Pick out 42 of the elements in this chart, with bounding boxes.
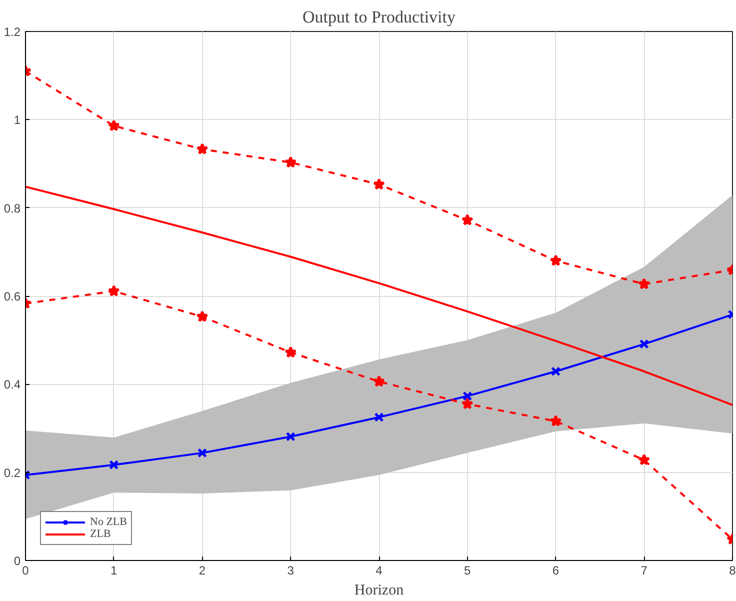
point bbox=[638, 454, 650, 466]
x-tick-label: 1 bbox=[110, 564, 118, 578]
point bbox=[284, 156, 297, 168]
x-tick-label: 6 bbox=[552, 564, 560, 578]
point bbox=[109, 460, 119, 470]
chart-title: Output to Productivity bbox=[302, 8, 456, 26]
legend-label: No ZLB bbox=[90, 516, 127, 528]
point bbox=[461, 214, 474, 226]
point bbox=[372, 375, 386, 387]
point bbox=[108, 120, 120, 132]
point bbox=[372, 178, 386, 190]
y-tick-label: 0.4 bbox=[4, 378, 21, 392]
point bbox=[639, 339, 649, 349]
x-axis-title: Horizon bbox=[354, 582, 404, 598]
point bbox=[374, 412, 384, 422]
point bbox=[284, 346, 297, 358]
point bbox=[196, 142, 208, 154]
x-tick-label: 0 bbox=[22, 564, 30, 578]
point bbox=[550, 254, 562, 266]
x-tick-label: 7 bbox=[640, 564, 648, 578]
y-tick-label: 0.8 bbox=[4, 201, 21, 216]
x-tick-label: 4 bbox=[376, 564, 383, 578]
y-tick-label: 0.6 bbox=[4, 290, 21, 304]
line-series bbox=[26, 186, 732, 406]
x-tick-label: 5 bbox=[464, 564, 472, 578]
x-tick-label: 2 bbox=[198, 564, 206, 578]
point bbox=[286, 432, 296, 442]
y-tick-label: 0 bbox=[14, 554, 21, 568]
x-tick-label: 3 bbox=[287, 564, 294, 578]
point bbox=[197, 448, 208, 458]
y-tick-label: 1 bbox=[14, 113, 21, 128]
point bbox=[638, 278, 650, 290]
point bbox=[550, 414, 562, 426]
y-tick-label: 0.2 bbox=[4, 466, 21, 480]
point bbox=[550, 366, 561, 376]
legend-label: ZLB bbox=[90, 528, 111, 540]
point bbox=[108, 284, 120, 296]
point bbox=[196, 310, 208, 322]
point bbox=[462, 391, 472, 401]
x-tick-label: 8 bbox=[729, 564, 736, 578]
y-tick-label: 1.2 bbox=[4, 25, 21, 39]
point bbox=[461, 398, 474, 410]
